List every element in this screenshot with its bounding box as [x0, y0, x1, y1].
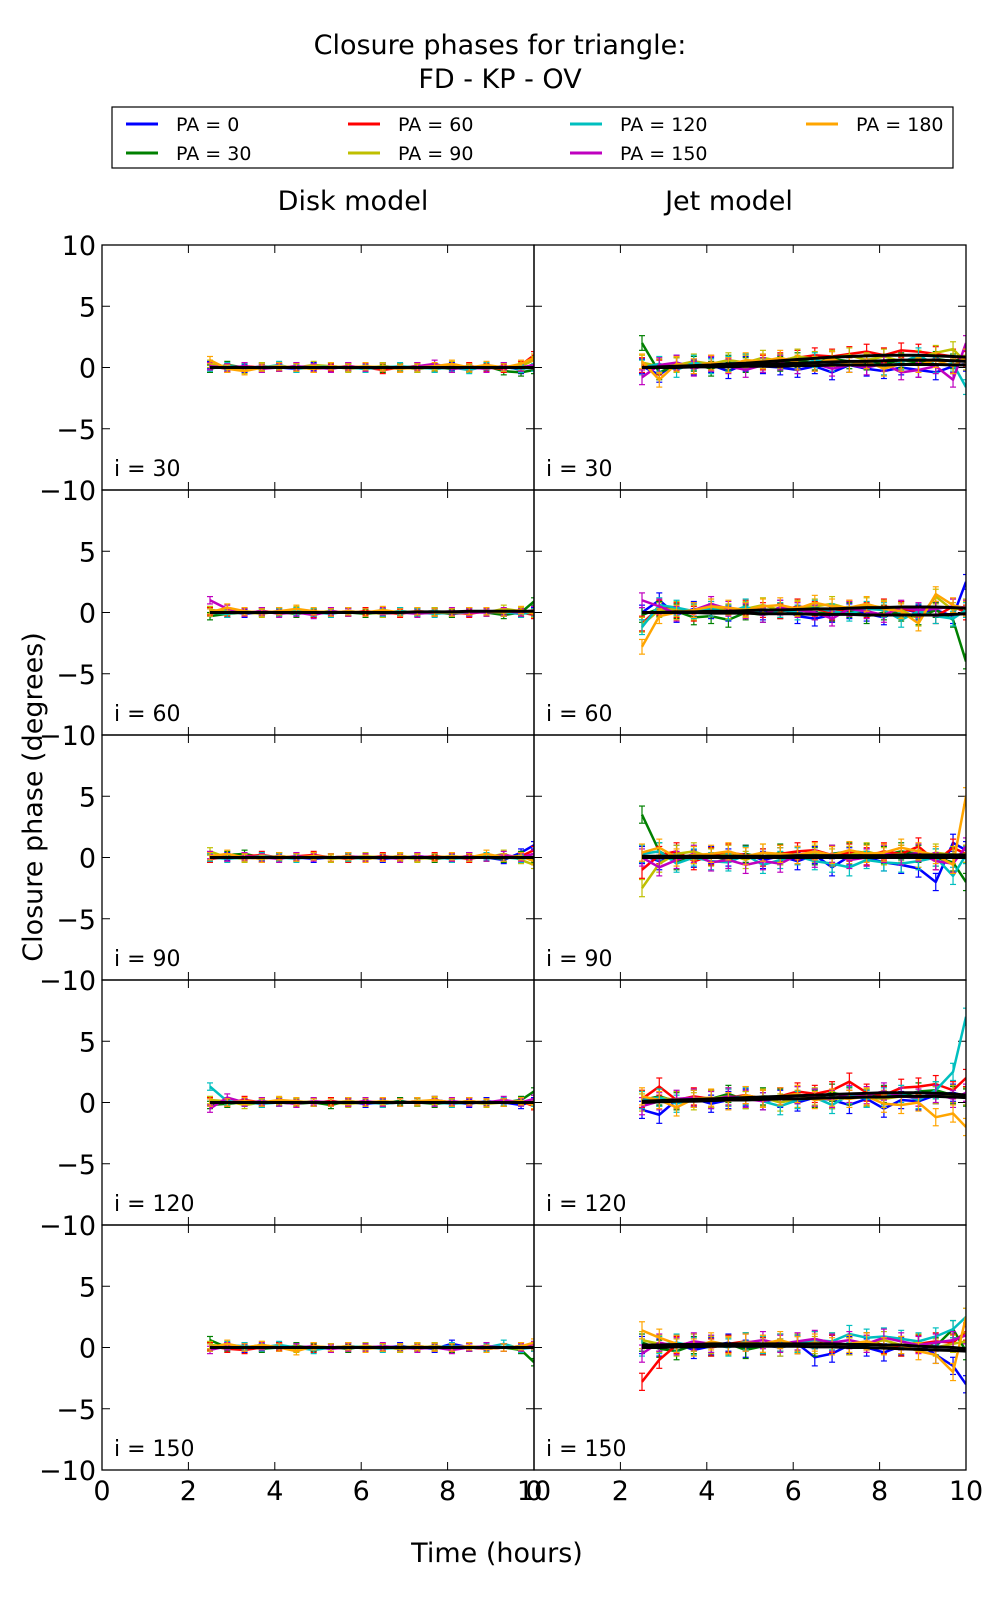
chart-title-line-2: FD - KP - OV [418, 64, 582, 95]
inclination-label: i = 30 [546, 457, 613, 482]
panel-jet-i120: i = 120 [533, 979, 967, 1226]
x-tick-label: 6 [785, 1476, 802, 1507]
x-tick-label: 8 [439, 1476, 456, 1507]
panel-data [207, 595, 534, 621]
panel-data [207, 1082, 534, 1113]
legend-label: PA = 150 [620, 143, 708, 165]
model-curve [641, 1094, 966, 1104]
panel-data [639, 1307, 966, 1394]
model-curve [210, 609, 534, 614]
series-line-pa-150 [641, 1334, 966, 1355]
x-tick-label: 8 [871, 1476, 888, 1507]
model-curve [642, 611, 966, 617]
y-tick-label: 5 [79, 537, 96, 568]
y-tick-label: 5 [79, 292, 96, 323]
panel-disk-i90: i = 90 5 0 −5 −10 [39, 734, 535, 997]
legend-label: PA = 180 [856, 114, 944, 136]
panel-data [639, 335, 966, 396]
x-tick-label: 4 [266, 1476, 283, 1507]
x-tick-label: 0 [525, 1476, 542, 1507]
x-axis-label: Time (hours) [410, 1538, 583, 1569]
y-tick-label: −5 [56, 1395, 96, 1426]
y-tick-label: 0 [79, 354, 96, 385]
y-tick-label: 10 [62, 231, 96, 262]
legend: PA = 0 PA = 30 PA = 60 PA = 90 PA = 120 PA = … [111, 106, 954, 169]
model-curve [642, 362, 966, 369]
y-tick-label: −5 [56, 1150, 96, 1181]
series-line-pa-30 [640, 814, 966, 883]
panel-disk-i30: i = 30 10 5 0 −5 −10 [39, 231, 535, 507]
y-tick-label: 5 [79, 1272, 96, 1303]
y-tick-label: 5 [79, 1027, 96, 1058]
y-tick-label: 0 [79, 1089, 96, 1120]
y-tick-label: 0 [79, 844, 96, 875]
inclination-label: i = 30 [114, 457, 181, 482]
model-curve [642, 1344, 966, 1353]
legend-frame [111, 106, 954, 169]
legend-label: PA = 60 [398, 114, 473, 136]
inclination-label: i = 60 [114, 702, 181, 727]
inclination-label: i = 150 [546, 1437, 627, 1462]
series-line-pa-180 [640, 592, 966, 648]
column-title-disk: Disk model [278, 186, 429, 217]
y-tick-label: −10 [39, 476, 96, 507]
y-tick-label: −5 [56, 660, 96, 691]
y-tick-label: −5 [56, 905, 96, 936]
legend-label: PA = 120 [620, 114, 708, 136]
x-tick-label: 10 [517, 1476, 551, 1507]
column-title-jet: Jet model [663, 186, 793, 217]
inclination-label: i = 120 [546, 1192, 627, 1217]
panel-jet-i30: i = 30 [533, 244, 967, 491]
model-curve [641, 1091, 966, 1103]
panel-disk-i60: i = 60 5 0 −5 −10 [39, 489, 535, 752]
y-tick-label: 0 [79, 1334, 96, 1365]
x-tick-label: 6 [353, 1476, 370, 1507]
panel-data [639, 573, 966, 670]
x-tick-label: 0 [93, 1476, 110, 1507]
panel-disk-i120: i = 120 5 0 −5 −10 [39, 979, 535, 1242]
x-tick-label: 2 [612, 1476, 629, 1507]
panel-data [207, 840, 534, 870]
panel-data [639, 1007, 966, 1137]
panel-frame [533, 1224, 967, 1471]
y-tick-label: 0 [79, 599, 96, 630]
series-line-pa-60 [641, 1330, 966, 1383]
inclination-label: i = 90 [114, 947, 181, 972]
inclination-label: i = 90 [546, 947, 613, 972]
inclination-label: i = 60 [546, 702, 613, 727]
x-tick-label: 10 [949, 1476, 983, 1507]
inclination-label: i = 150 [114, 1437, 195, 1462]
chart-title-line-1: Closure phases for triangle: [314, 30, 687, 61]
y-tick-label: 5 [79, 782, 96, 813]
panel-jet-i90: i = 90 [533, 734, 967, 981]
y-axis-label: Closure phase (degrees) [18, 632, 49, 962]
panel-jet-i60: i = 60 [533, 489, 967, 736]
panel-data [207, 1335, 534, 1367]
panel-data [207, 350, 534, 377]
x-tick-label: 2 [180, 1476, 197, 1507]
panel-data [639, 787, 966, 898]
model-curve [642, 1342, 966, 1351]
inclination-label: i = 120 [114, 1192, 195, 1217]
legend-label: PA = 90 [398, 143, 473, 165]
legend-label: PA = 30 [176, 143, 251, 165]
y-tick-label: −10 [39, 966, 96, 997]
y-tick-label: −10 [39, 1456, 96, 1487]
x-tick-label: 4 [698, 1476, 715, 1507]
y-tick-label: −10 [39, 1211, 96, 1242]
legend-label: PA = 0 [176, 114, 239, 136]
y-tick-label: −5 [56, 415, 96, 446]
y-tick-label: −10 [39, 721, 96, 752]
